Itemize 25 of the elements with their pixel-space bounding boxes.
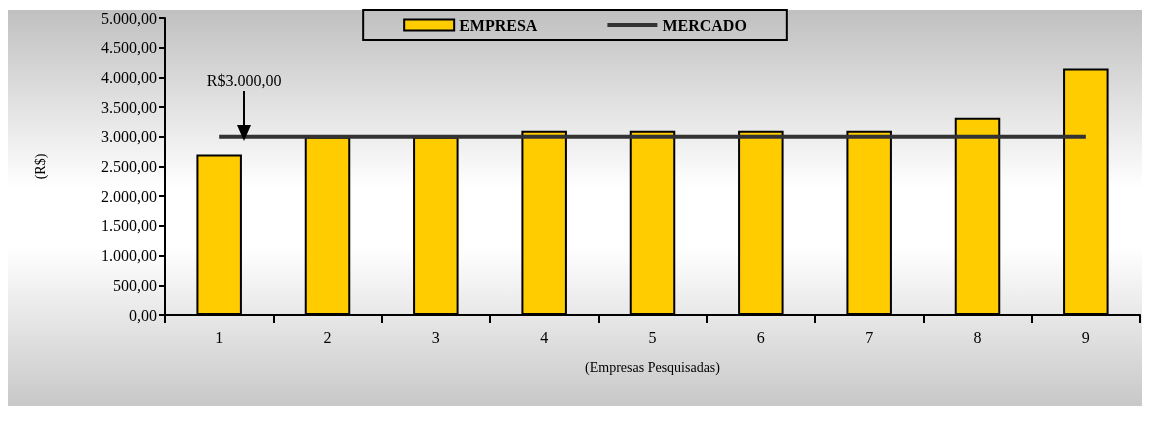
x-tick-label: 3 xyxy=(431,328,440,346)
y-tick-label: 5.000,00 xyxy=(101,9,157,27)
y-tick-label: 2.500,00 xyxy=(101,158,157,175)
x-tick-label: 5 xyxy=(648,328,657,346)
x-tick-label: 4 xyxy=(540,328,549,346)
y-tick-label: 2.000,00 xyxy=(101,187,157,205)
y-tick-label: 4.000,00 xyxy=(101,68,157,86)
y-tick-label: 3.500,00 xyxy=(101,98,157,116)
y-tick-label: 4.500,00 xyxy=(101,39,157,57)
x-tick-label: 1 xyxy=(215,328,224,346)
x-tick-label: 7 xyxy=(865,328,874,346)
y-axis-title: (R$) xyxy=(32,153,49,180)
x-tick-label: 6 xyxy=(756,328,765,346)
legend-label: MERCADO xyxy=(662,16,747,34)
y-tick-label: 3.000,00 xyxy=(101,128,157,146)
legend-label: EMPRESA xyxy=(459,16,538,34)
y-tick-label: 0,00 xyxy=(129,306,157,324)
x-axis-title: (Empresas Pesquisadas) xyxy=(585,359,721,376)
x-tick-label: 9 xyxy=(1081,328,1090,346)
y-tick-label: 1.500,00 xyxy=(101,217,157,235)
annotation: R$3.000,00 xyxy=(206,71,282,89)
y-tick-label: 500,00 xyxy=(113,276,157,294)
x-tick-label: 8 xyxy=(973,328,982,346)
y-tick-label: 1.000,00 xyxy=(101,247,157,265)
x-tick-label: 2 xyxy=(323,328,332,346)
